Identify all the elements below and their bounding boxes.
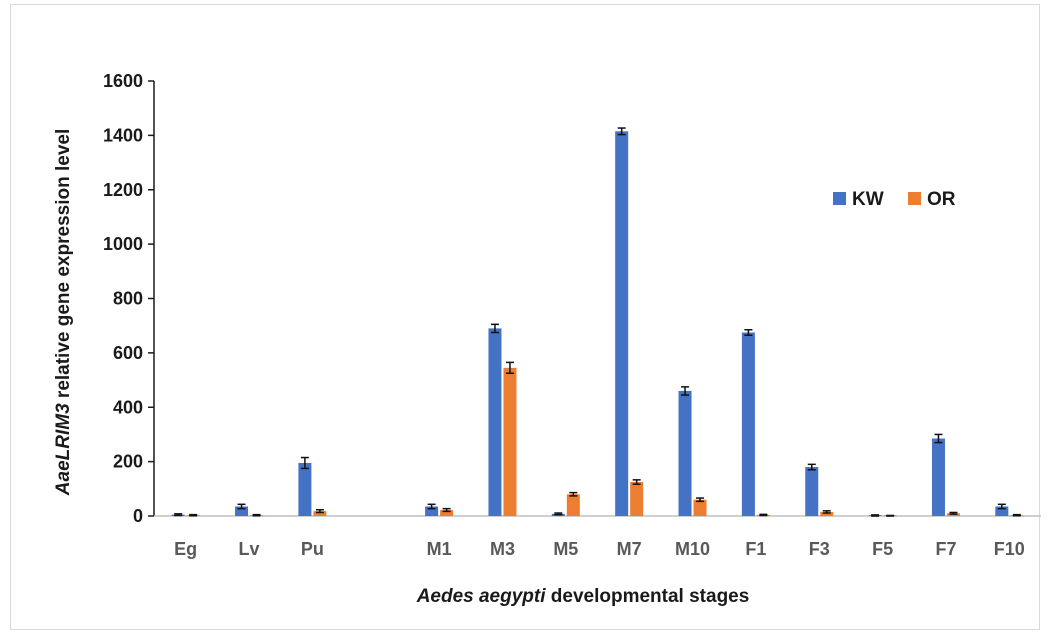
bar-kw-f1 [741, 332, 755, 516]
bar-kw-pu [298, 462, 312, 516]
x-tick-label: Pu [301, 539, 324, 559]
x-tick-label: M5 [553, 539, 578, 559]
bars-group [171, 127, 1024, 517]
bar-or-m5 [566, 494, 580, 516]
bar-or-f3 [820, 511, 834, 516]
bar-chart: 0 200 400 600 800 1000 1200 1400 1600 Eg Lv Pu M1 M3… [53, 71, 1041, 607]
y-tick-label: 200 [113, 452, 143, 472]
x-axis-title: Aedes aegypti developmental stages [416, 586, 750, 607]
bar-kw-m10 [678, 390, 692, 516]
legend-label-kw: KW [852, 189, 884, 210]
chart-frame: 0 200 400 600 800 1000 1200 1400 1600 Eg Lv Pu M1 M3… [10, 4, 1041, 630]
x-tick-label: M7 [617, 539, 642, 559]
bar-kw-f10 [995, 506, 1009, 516]
bar-or-pu [313, 511, 327, 516]
bar-kw-m1 [425, 506, 439, 516]
bar-or-m1 [440, 510, 454, 516]
x-tick-label: F1 [745, 539, 766, 559]
x-axis-ticks: Eg Lv Pu M1 M3 M5 M7 M10 F1 F3 F5 F7 F10 [174, 539, 1025, 559]
x-tick-label: Eg [174, 539, 197, 559]
y-tick-label: 600 [113, 343, 143, 363]
x-tick-label: F5 [872, 539, 893, 559]
x-tick-label: Lv [239, 539, 260, 559]
y-tick-label: 400 [113, 397, 143, 417]
bar-or-m3 [503, 367, 517, 516]
bar-kw-m7 [615, 131, 629, 516]
y-tick-label: 1400 [103, 125, 143, 145]
bar-kw-f3 [805, 467, 819, 516]
x-tick-label: M3 [490, 539, 515, 559]
x-tick-label: F10 [994, 539, 1025, 559]
x-tick-label: M1 [427, 539, 452, 559]
x-tick-label: F3 [809, 539, 830, 559]
y-axis-ticks: 0 200 400 600 800 1000 1200 1400 1600 [103, 71, 154, 526]
y-tick-label: 800 [113, 289, 143, 309]
legend-swatch-or [908, 192, 921, 205]
bar-or-m10 [693, 499, 707, 516]
bar-kw-m3 [488, 328, 502, 516]
x-tick-label: M10 [675, 539, 710, 559]
bar-or-m7 [630, 482, 644, 516]
y-tick-label: 0 [133, 506, 143, 526]
y-axis-title: AaeLRIM3 relative gene expression level [53, 129, 74, 496]
legend: KW OR [833, 189, 956, 210]
bar-kw-lv [235, 506, 249, 516]
x-tick-label: F7 [935, 539, 956, 559]
bar-kw-f7 [931, 438, 945, 516]
y-tick-label: 1600 [103, 71, 143, 91]
y-tick-label: 1200 [103, 180, 143, 200]
legend-label-or: OR [927, 189, 956, 210]
y-tick-label: 1000 [103, 234, 143, 254]
legend-swatch-kw [833, 192, 846, 205]
